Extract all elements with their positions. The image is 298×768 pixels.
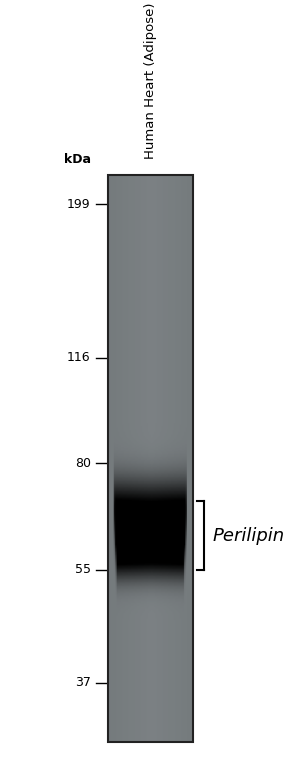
Bar — [108, 176, 193, 742]
Text: 199: 199 — [67, 197, 91, 210]
Text: kDa: kDa — [64, 153, 91, 166]
Text: Perilipin: Perilipin — [213, 527, 285, 545]
Text: Human Heart (Adipose): Human Heart (Adipose) — [144, 3, 157, 160]
Text: 80: 80 — [75, 457, 91, 470]
Text: 55: 55 — [75, 563, 91, 576]
Text: 116: 116 — [67, 351, 91, 364]
Text: 37: 37 — [75, 676, 91, 689]
